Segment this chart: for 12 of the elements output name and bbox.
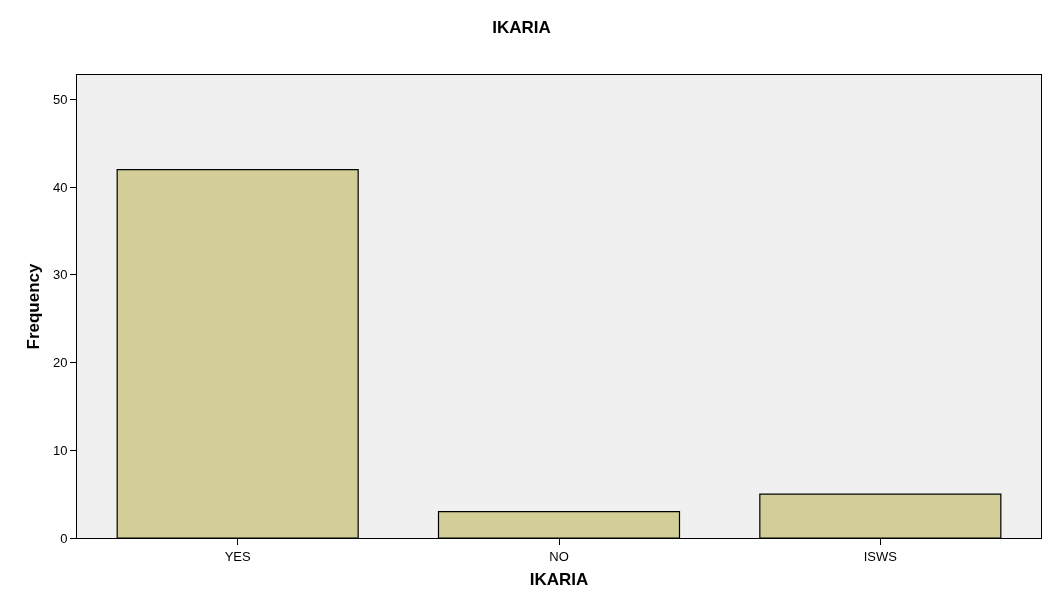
x-tick-label: YES <box>224 548 251 564</box>
chart-title: IKARIA <box>492 17 551 37</box>
y-tick-label: 0 <box>60 530 68 546</box>
y-tick-label: 30 <box>52 267 68 283</box>
x-axis-title: IKARIA <box>529 570 589 589</box>
y-tick-label: 40 <box>52 179 68 195</box>
y-tick-label: 50 <box>52 92 68 108</box>
y-tick-label: 10 <box>52 442 68 458</box>
y-tick-label: 20 <box>52 355 68 371</box>
y-axis-title: Frequency <box>24 262 44 350</box>
x-tick-label: NO <box>549 548 569 564</box>
x-tick-label: ISWS <box>863 548 898 564</box>
